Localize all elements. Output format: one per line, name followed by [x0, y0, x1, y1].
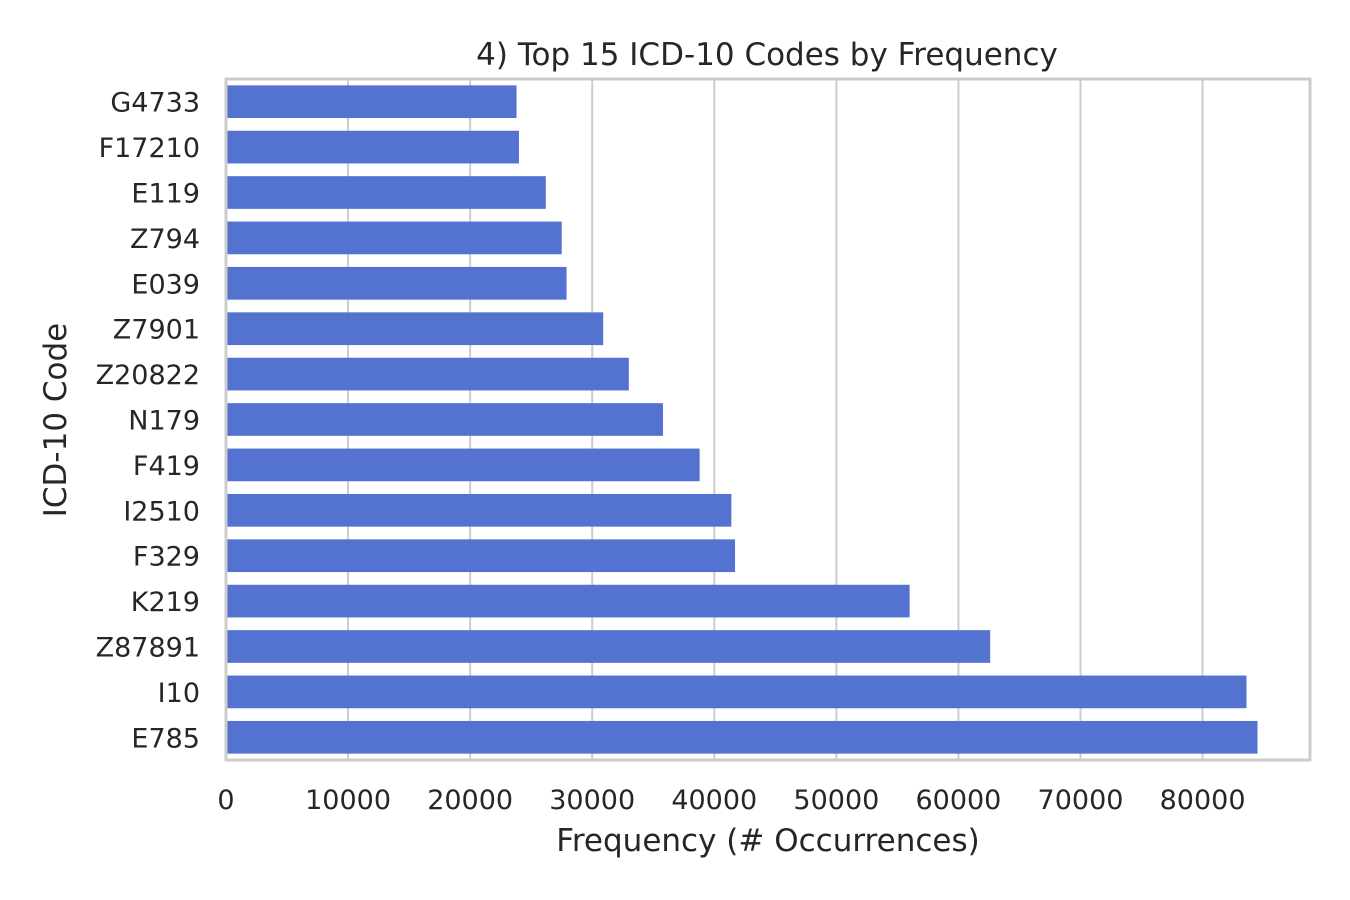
x-tick-label: 30000	[549, 785, 635, 816]
y-tick-labels: G4733 F17210 E119 Z794 E039 Z7901 Z20822 N179 F4…	[96, 88, 200, 755]
x-tick-label: 20000	[427, 785, 513, 816]
y-tick-label: Z20822	[96, 360, 200, 391]
x-tick-label: 0	[217, 785, 234, 816]
x-tick-label: 10000	[305, 785, 391, 816]
bar-z7901	[226, 312, 604, 346]
y-tick-label: Z87891	[96, 633, 200, 664]
y-tick-label: K219	[131, 587, 200, 618]
bar-z794	[226, 221, 562, 255]
bar-g4733	[226, 85, 517, 119]
y-tick-label: E039	[131, 269, 200, 300]
y-tick-label: G4733	[110, 88, 200, 119]
bar-n179	[226, 403, 664, 436]
bar-e119	[226, 176, 546, 209]
x-tick-labels: 0 10000 20000 30000 40000 50000 60000 70000 8000…	[217, 785, 1245, 816]
x-tick-label: 80000	[1160, 785, 1246, 816]
bar-e039	[226, 266, 567, 300]
y-tick-label: F329	[133, 542, 200, 573]
y-tick-label: Z794	[130, 224, 200, 255]
y-tick-label: F17210	[99, 133, 200, 164]
bar-i10	[226, 675, 1247, 709]
x-tick-label: 50000	[793, 785, 879, 816]
y-axis-label: ICD-10 Code	[38, 323, 74, 518]
bars	[226, 85, 1258, 754]
y-tick-label: F419	[133, 451, 200, 482]
bar-f419	[226, 448, 700, 482]
bar-k219	[226, 584, 910, 618]
y-tick-label: E785	[131, 723, 200, 754]
plot-frame	[224, 77, 1312, 762]
bar-f329	[226, 539, 736, 573]
y-tick-label: I2510	[123, 496, 200, 527]
bar-e785	[226, 720, 1258, 754]
y-tick-label: I10	[158, 678, 200, 709]
bar-z87891	[226, 630, 991, 663]
x-tick-label: 70000	[1038, 785, 1124, 816]
x-tick-label: 60000	[915, 785, 1001, 816]
y-tick-label: E119	[131, 179, 200, 210]
y-tick-label: Z7901	[113, 315, 200, 346]
bar-i2510	[226, 493, 732, 527]
x-axis-label: Frequency (# Occurrences)	[556, 823, 979, 859]
y-tick-label: N179	[128, 406, 200, 437]
bar-z20822	[226, 357, 629, 391]
x-tick-label: 40000	[671, 785, 757, 816]
bar-f17210	[226, 130, 519, 164]
chart-title: 4) Top 15 ICD-10 Codes by Frequency	[476, 37, 1058, 73]
